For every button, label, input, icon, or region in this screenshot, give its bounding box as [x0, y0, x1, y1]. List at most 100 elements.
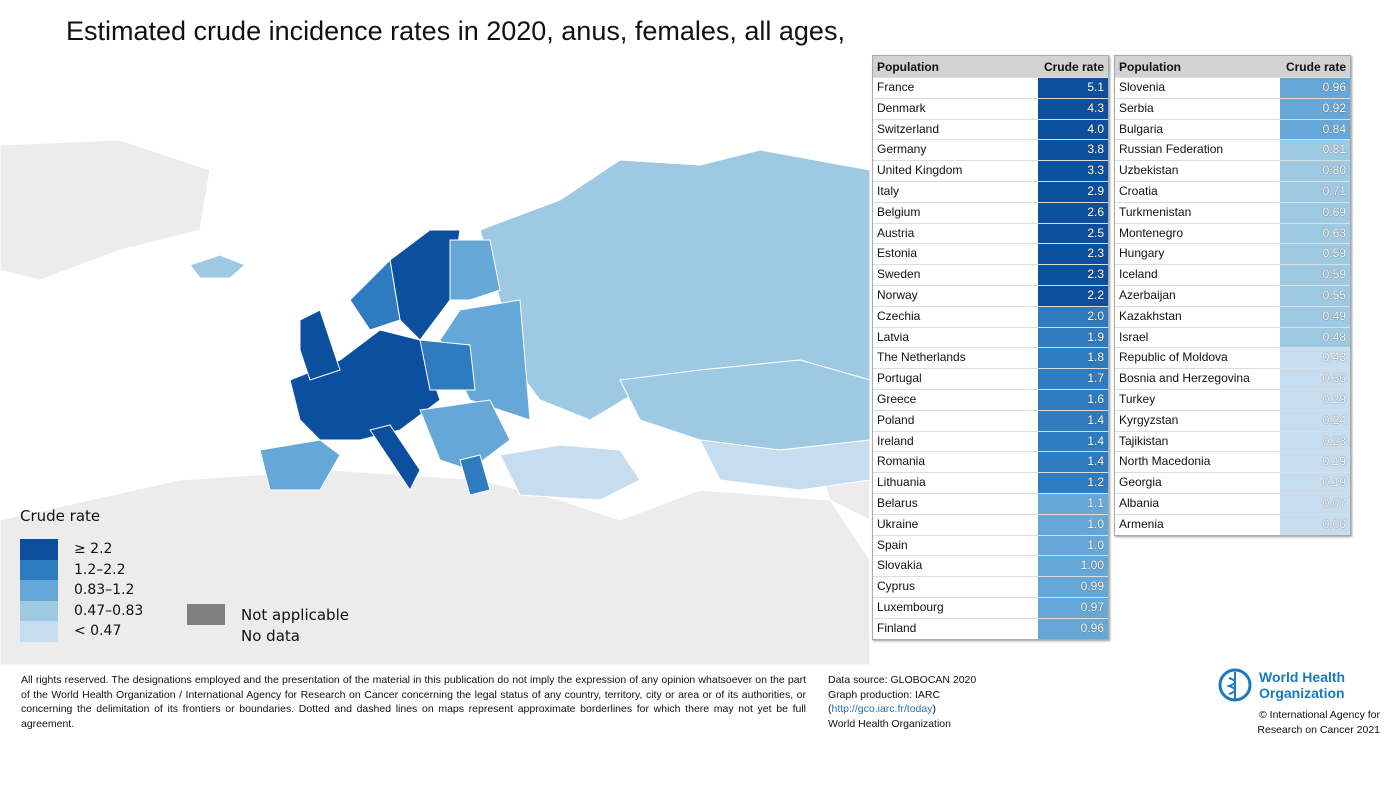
- crude-rate-value: 2.3: [1038, 265, 1108, 285]
- country-name: Italy: [877, 183, 900, 198]
- table-row: Austria 2.5: [873, 222, 1108, 244]
- crude-rate-value: 1.00: [1038, 556, 1108, 577]
- country-name: Kyrgyzstan: [1119, 412, 1179, 427]
- region-greece: [459, 454, 491, 496]
- country-name: Croatia: [1119, 183, 1158, 198]
- crude-rate-value: 0.63: [1280, 223, 1350, 244]
- country-name: Switzerland: [877, 121, 940, 136]
- legend-item: ≥ 2.2: [20, 539, 143, 560]
- table-row: France 5.1: [873, 77, 1108, 98]
- country-name: Turkey: [1119, 391, 1156, 406]
- who-logo-block: World Health Organization © Internationa…: [1215, 666, 1380, 737]
- country-name: Ireland: [877, 433, 914, 448]
- rate-header: Crude rate: [1285, 59, 1346, 74]
- table-row: Israel 0.48: [1115, 326, 1350, 348]
- table-row: Ireland 1.4: [873, 430, 1108, 452]
- table-row: Lithuania 1.2: [873, 472, 1108, 493]
- country-name: Turkmenistan: [1119, 204, 1192, 219]
- table-row: Czechia 2.0: [873, 305, 1108, 327]
- crude-rate-value: 0.97: [1038, 597, 1108, 618]
- table-row: Greece 1.6: [873, 388, 1108, 410]
- crude-rate-value: 0.19: [1280, 473, 1350, 493]
- iarc-link[interactable]: http://gco.iarc.fr/today: [831, 703, 933, 715]
- crude-rate-value: 2.6: [1038, 202, 1108, 223]
- legend-label: Not applicable: [241, 605, 349, 624]
- table-header: Population Crude rate: [873, 56, 1108, 77]
- crude-rate-value: 2.3: [1038, 244, 1108, 265]
- table-row: Cyprus 0.99: [873, 576, 1108, 597]
- country-name: Belgium: [877, 204, 921, 219]
- table-row: Hungary 0.59: [1115, 243, 1350, 265]
- country-name: Serbia: [1119, 100, 1154, 115]
- data-source: Data source: GLOBOCAN 2020: [828, 674, 977, 686]
- country-name: Romania: [877, 454, 926, 469]
- region-balkans: [419, 399, 511, 471]
- table-row: Georgia 0.19: [1115, 472, 1350, 493]
- country-name: North Macedonia: [1119, 454, 1211, 469]
- table-row: Belarus 1.1: [873, 492, 1108, 514]
- country-name: Cyprus: [877, 579, 916, 594]
- legend-swatch: [20, 539, 58, 560]
- country-name: Tajikistan: [1119, 433, 1169, 448]
- table-row: Bosnia and Herzegovina 0.36: [1115, 368, 1350, 389]
- country-name: Luxembourg: [877, 599, 944, 614]
- crude-rate-value: 2.9: [1038, 181, 1108, 202]
- region-uk: [299, 309, 341, 381]
- organization: World Health Organization: [828, 717, 951, 730]
- country-name: Latvia: [877, 329, 910, 344]
- crude-rate-value: 3.3: [1038, 161, 1108, 181]
- table-row: Ukraine 1.0: [873, 513, 1108, 535]
- country-name: Finland: [877, 620, 917, 635]
- table-row: Uzbekistan 0.80: [1115, 160, 1350, 181]
- table-row: Russian Federation 0.81: [1115, 139, 1350, 161]
- population-header: Population: [1119, 59, 1181, 74]
- disclaimer-text: All rights reserved. The designations em…: [21, 674, 806, 730]
- crude-rate-value: 0.55: [1280, 285, 1350, 306]
- country-name: Spain: [877, 537, 908, 552]
- crude-rate-value: 1.6: [1038, 389, 1108, 410]
- crude-rate-value: 1.4: [1038, 452, 1108, 473]
- crude-rate-value: 0.59: [1280, 265, 1350, 285]
- country-name: France: [877, 80, 915, 94]
- crude-rate-value: 1.8: [1038, 348, 1108, 369]
- country-name: Denmark: [877, 100, 926, 115]
- table-row: Kazakhstan 0.49: [1115, 305, 1350, 327]
- country-name: Albania: [1119, 495, 1160, 510]
- table-row: Republic of Moldova 0.43: [1115, 347, 1350, 369]
- crude-rate-value: 0.71: [1280, 181, 1350, 202]
- crude-rate-value: 1.2: [1038, 473, 1108, 493]
- legend-item: < 0.47: [20, 621, 143, 642]
- country-name: Czechia: [877, 308, 921, 323]
- table-row: Sweden 2.3: [873, 264, 1108, 285]
- crude-rate-value: 1.0: [1038, 514, 1108, 535]
- table-row: Croatia 0.71: [1115, 180, 1350, 202]
- region-iberia: [259, 439, 341, 491]
- rate-header: Crude rate: [1043, 59, 1104, 74]
- country-name: Sweden: [877, 267, 921, 282]
- legend-swatch: [187, 625, 225, 646]
- country-name: The Netherlands: [877, 350, 966, 365]
- legend-label: < 0.47: [74, 623, 122, 640]
- table-row: Serbia 0.92: [1115, 97, 1350, 119]
- table-row: Italy 2.9: [873, 180, 1108, 202]
- country-name: Austria: [877, 225, 915, 240]
- legend-swatch: [20, 600, 58, 621]
- country-name: Bosnia and Herzegovina: [1119, 371, 1250, 386]
- crude-rate-value: 0.23: [1280, 431, 1350, 452]
- region-turkey: [499, 444, 641, 501]
- country-name: Kazakhstan: [1119, 308, 1182, 323]
- crude-rate-value: 0.69: [1280, 202, 1350, 223]
- crude-rate-value: 3.8: [1038, 140, 1108, 161]
- table-row: Albania 0.07: [1115, 492, 1350, 514]
- crude-rate-value: 0.96: [1280, 78, 1350, 98]
- table-row: Belgium 2.6: [873, 201, 1108, 223]
- table-row: Germany 3.8: [873, 139, 1108, 161]
- crude-rate-value: 0.06: [1280, 514, 1350, 535]
- legend-label: 1.2–2.2: [74, 561, 126, 578]
- table-header: Population Crude rate: [1115, 56, 1350, 77]
- table-row: Romania 1.4: [873, 451, 1108, 473]
- legend-item: 0.47–0.83: [20, 600, 143, 621]
- crude-rate-value: 1.0: [1038, 535, 1108, 556]
- rates-table-right: Population Crude rate Slovenia 0.96 Serbia 0…: [1114, 55, 1351, 536]
- legend: Crude rate ≥ 2.2 1.2–2.2 0.83–1.2 0.47–0…: [20, 507, 143, 642]
